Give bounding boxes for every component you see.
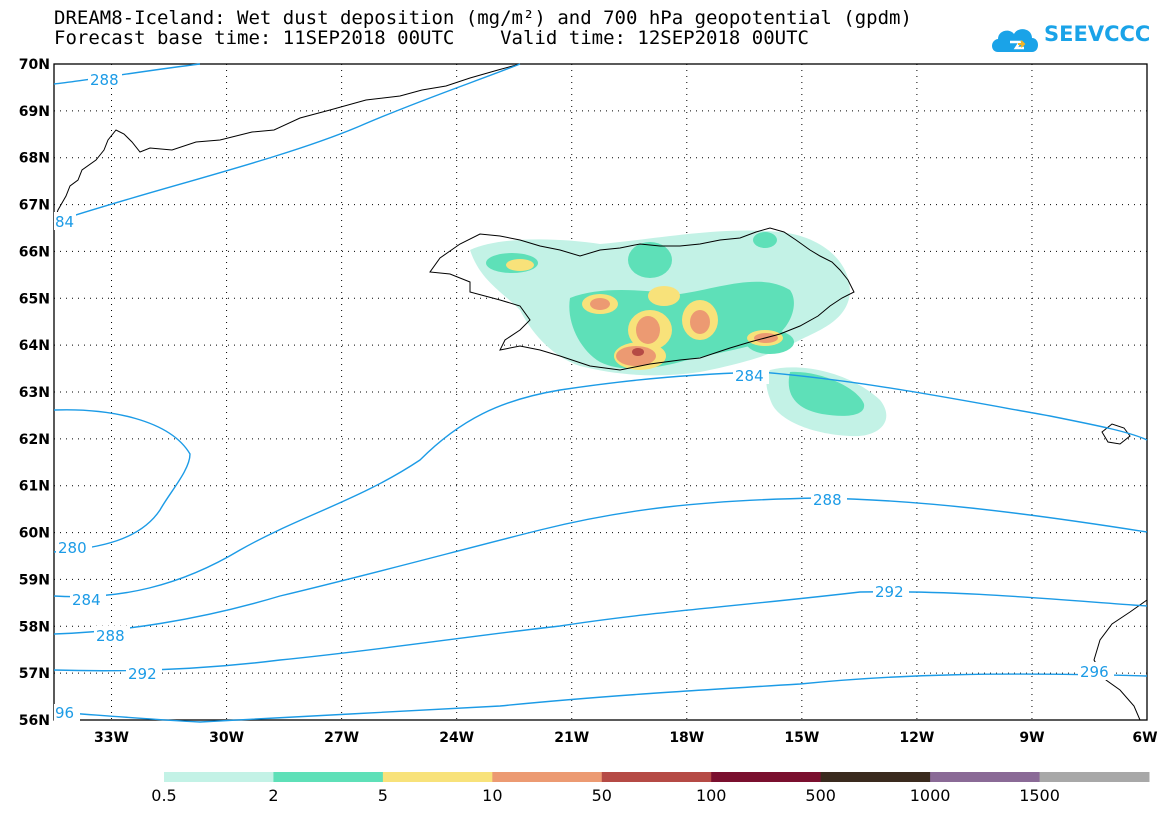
legend-swatch — [382, 772, 493, 782]
latitude-label: 66N — [19, 244, 50, 260]
longitude-label: 30W — [209, 730, 244, 746]
contour-label: 296 — [1080, 663, 1109, 681]
latitude-label: 58N — [19, 619, 50, 635]
legend-label: 1000 — [910, 786, 951, 805]
legend-swatch — [164, 772, 274, 782]
seevccc-cloud-icon — [992, 29, 1038, 52]
latitude-labels: 70N 69N 68N 67N 66N 65N 64N 63N 62N 61N 60N 59N 58N 5… — [19, 57, 50, 729]
longitude-label: 24W — [439, 730, 474, 746]
legend-swatch — [930, 772, 1041, 782]
latitude-label: 69N — [19, 104, 50, 120]
legend-swatch — [492, 772, 603, 782]
contour-label: 288 — [90, 71, 119, 89]
iceland-coastline — [429, 227, 855, 371]
latitude-label: 63N — [19, 385, 50, 401]
title-line-1: DREAM8-Iceland: Wet dust deposition (mg/… — [54, 7, 912, 29]
contour-284-north — [53, 63, 521, 223]
contour-label-group: 288 84 280 284 288 292 96 284 288 292 29… — [54, 70, 1114, 722]
dust-10-a — [590, 298, 610, 310]
color-legend: 0.5 2 5 10 50 100 500 1000 1500 — [151, 772, 1150, 805]
contour-label: 284 — [735, 367, 764, 385]
contour-292 — [53, 591, 1148, 672]
longitude-label: 15W — [784, 730, 819, 746]
contour-280-closed — [53, 409, 191, 553]
latitude-label: 67N — [19, 198, 50, 214]
legend-label: 5 — [378, 786, 388, 805]
title-line-2: Forecast base time: 11SEP2018 00UTC Vali… — [54, 27, 809, 49]
legend-swatch — [273, 772, 384, 782]
latitude-label: 59N — [19, 572, 50, 588]
logo-text: SEEVCCC — [1044, 22, 1151, 46]
dust-50-a — [632, 348, 644, 356]
legend-label: 10 — [482, 786, 502, 805]
legend-swatch — [601, 772, 712, 782]
contour-label: 96 — [55, 704, 74, 722]
legend-label: 100 — [696, 786, 727, 805]
contour-288-north — [53, 63, 201, 85]
dust-5-g — [506, 259, 534, 271]
contour-label: 84 — [55, 213, 74, 231]
contour-288 — [53, 497, 1148, 635]
latitude-label: 57N — [19, 666, 50, 682]
scotland-coastline — [1093, 599, 1148, 721]
graticule — [54, 64, 1147, 720]
dust-10-d — [616, 346, 656, 366]
longitude-label: 6W — [1132, 730, 1157, 746]
latitude-label: 68N — [19, 151, 50, 167]
longitude-label: 12W — [899, 730, 934, 746]
latitude-label: 65N — [19, 291, 50, 307]
legend-label: 500 — [805, 786, 836, 805]
longitude-label: 27W — [324, 730, 359, 746]
longitude-label: 18W — [669, 730, 704, 746]
longitude-labels: 33W 30W 27W 24W 21W 18W 15W 12W 9W 6W — [94, 730, 1158, 746]
legend-swatch — [820, 772, 931, 782]
longitude-label: 21W — [554, 730, 589, 746]
contour-label: 284 — [72, 591, 101, 609]
legend-label: 0.5 — [151, 786, 176, 805]
legend-swatch — [711, 772, 822, 782]
contour-label: 288 — [813, 491, 842, 509]
dust-2-north — [628, 242, 672, 278]
latitude-label: 62N — [19, 432, 50, 448]
contour-284 — [53, 371, 1148, 598]
contour-label: 292 — [875, 583, 904, 601]
latitude-label: 70N — [19, 57, 50, 73]
latitude-label: 56N — [19, 713, 50, 729]
latitude-label: 61N — [19, 479, 50, 495]
longitude-label: 9W — [1019, 730, 1044, 746]
dust-2-plume — [788, 371, 865, 416]
geopotential-contours — [53, 63, 1148, 723]
dust-deposition-field — [470, 230, 887, 437]
dust-10-c — [690, 310, 710, 334]
dust-5-b — [648, 286, 680, 306]
contour-296 — [53, 673, 1148, 723]
latitude-label: 64N — [19, 338, 50, 354]
faroe-coastline — [1101, 423, 1131, 445]
dust-10-b — [636, 316, 660, 344]
contour-label: 280 — [58, 539, 87, 557]
longitude-label: 33W — [94, 730, 129, 746]
greenland-coastline — [53, 63, 521, 223]
contour-label: 288 — [96, 627, 125, 645]
legend-label: 50 — [592, 786, 612, 805]
legend-swatch — [1039, 772, 1150, 782]
dust-2-ne — [753, 232, 777, 248]
legend-label: 1500 — [1019, 786, 1060, 805]
legend-label: 2 — [268, 786, 278, 805]
latitude-label: 60N — [19, 526, 50, 542]
contour-label: 292 — [128, 665, 157, 683]
